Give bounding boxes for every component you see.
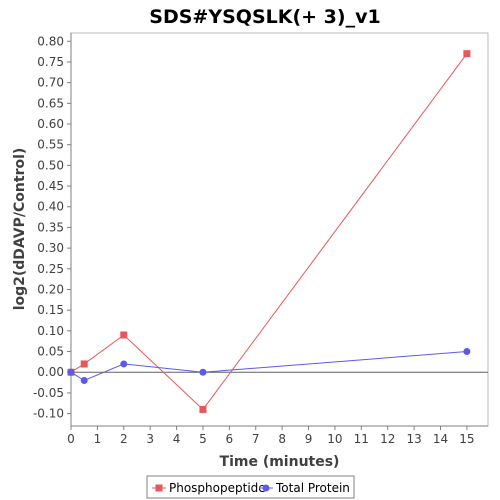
y-tick-label: 0.75 bbox=[37, 55, 64, 69]
y-tick-label: 0.40 bbox=[37, 200, 64, 214]
y-tick-label: 0.50 bbox=[37, 158, 64, 172]
x-tick-label: 7 bbox=[252, 432, 260, 446]
x-tick-label: 14 bbox=[433, 432, 448, 446]
x-tick-label: 2 bbox=[120, 432, 128, 446]
y-tick-label: 0.15 bbox=[37, 303, 64, 317]
legend-square-marker bbox=[155, 484, 163, 492]
data-point-marker bbox=[120, 331, 128, 339]
data-point-marker bbox=[67, 368, 75, 376]
y-tick-label: 0.10 bbox=[37, 324, 64, 338]
x-tick-label: 0 bbox=[67, 432, 75, 446]
y-axis-label: log2(dDAVP/Control) bbox=[12, 148, 28, 311]
y-tick-label: -0.05 bbox=[33, 386, 64, 400]
x-axis-label: Time (minutes) bbox=[220, 454, 340, 470]
x-tick-label: 6 bbox=[226, 432, 234, 446]
x-tick-label: 8 bbox=[278, 432, 286, 446]
x-tick-label: 3 bbox=[146, 432, 154, 446]
y-tick-label: 0.80 bbox=[37, 34, 64, 48]
x-tick-label: 10 bbox=[327, 432, 342, 446]
data-point-marker bbox=[463, 348, 471, 356]
y-tick-label: 0.70 bbox=[37, 76, 64, 90]
x-tick-label: 4 bbox=[173, 432, 181, 446]
x-axis: 0 1 2 3 4 5 6 7 8 9 10 11 12 13 14 15 bbox=[67, 425, 488, 446]
y-axis: -0.10 -0.05 0.00 0.05 0.10 0.15 0.20 0.25 0.30 0.… bbox=[33, 33, 72, 426]
y-tick-label: 0.00 bbox=[37, 365, 64, 379]
y-tick-label: 0.55 bbox=[37, 138, 64, 152]
x-tick-label: 1 bbox=[94, 432, 102, 446]
y-tick-label: 0.65 bbox=[37, 96, 64, 110]
legend-box bbox=[146, 475, 355, 499]
series-layer bbox=[67, 50, 471, 413]
y-tick-label: -0.10 bbox=[33, 407, 64, 421]
data-point-marker bbox=[80, 360, 88, 368]
data-point-marker bbox=[80, 376, 88, 384]
x-tick-label: 13 bbox=[406, 432, 421, 446]
chart-title: SDS#YSQSLK(+ 3)_v1 bbox=[149, 6, 380, 28]
data-point-marker bbox=[199, 368, 207, 376]
x-tick-label: 11 bbox=[354, 432, 369, 446]
x-tick-label: 12 bbox=[380, 432, 395, 446]
y-tick-label: 0.20 bbox=[37, 282, 64, 296]
plot-area bbox=[70, 32, 489, 427]
legend-label: Phosphopeptide bbox=[169, 481, 266, 495]
y-tick-label: 0.45 bbox=[37, 179, 64, 193]
x-tick-label: 5 bbox=[199, 432, 207, 446]
legend-circle-marker bbox=[262, 484, 270, 492]
y-tick-label: 0.60 bbox=[37, 117, 64, 131]
x-tick-label: 15 bbox=[459, 432, 474, 446]
y-tick-label: 0.25 bbox=[37, 262, 64, 276]
y-tick-label: 0.35 bbox=[37, 220, 64, 234]
y-tick-label: 0.05 bbox=[37, 345, 64, 359]
data-point-marker bbox=[463, 50, 471, 58]
data-point-marker bbox=[199, 405, 207, 413]
x-tick-label: 9 bbox=[305, 432, 313, 446]
y-tick-label: 0.30 bbox=[37, 241, 64, 255]
legend-label: Total Protein bbox=[275, 481, 350, 495]
legend: Phosphopeptide Total Protein bbox=[146, 475, 355, 499]
data-point-marker bbox=[120, 360, 128, 368]
